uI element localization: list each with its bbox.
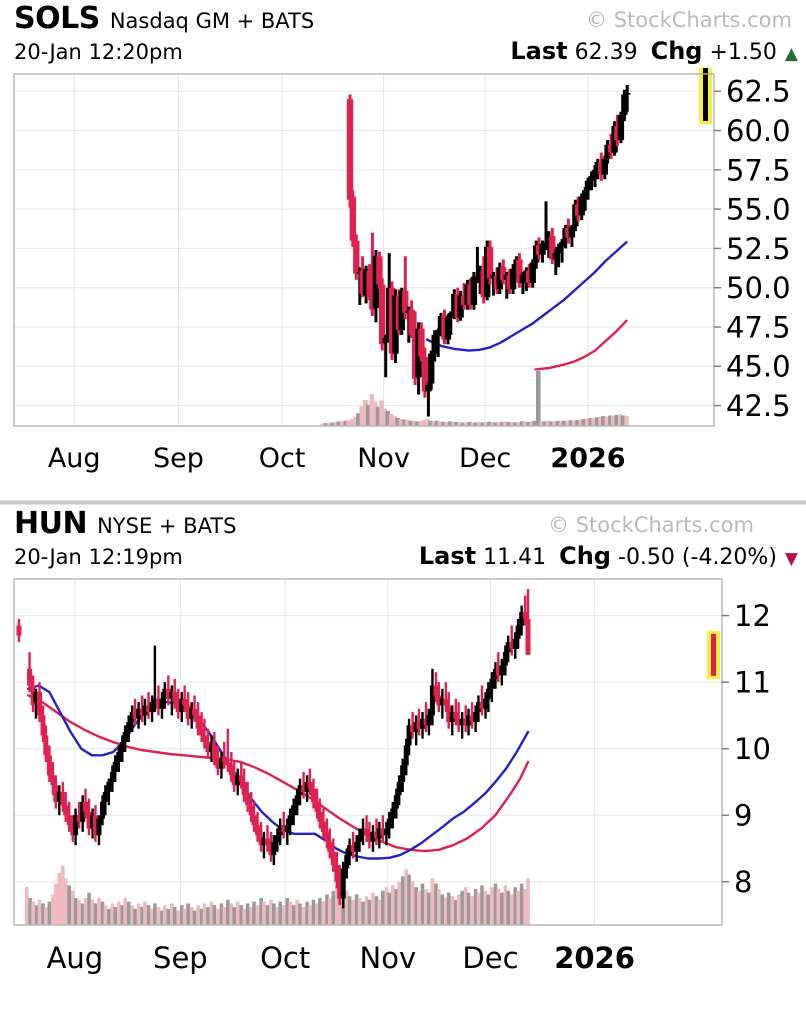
x-axis-tick-label: Aug: [47, 941, 104, 975]
candlestick-svg-sols[interactable]: 62.5 60.0 57.5 55.0 52.5 50.0 47.5 45.0 42.5 Aug S…: [0, 68, 806, 483]
symbol-ticker[interactable]: SOLS: [14, 1, 100, 36]
stockcharts-watermark: © StockCharts.com: [548, 513, 754, 537]
x-axis-tick-label: Nov: [357, 443, 410, 474]
chart-header-hun: HUN NYSE + BATS © StockCharts.com 20-Jan…: [0, 505, 806, 573]
stockcharts-watermark: © StockCharts.com: [586, 8, 792, 32]
y-axis-tick-label: 42.5: [726, 389, 791, 423]
y-axis-tick-label: 50.0: [726, 271, 791, 305]
last-price-value: 11.41: [483, 545, 547, 570]
exchange-label: NYSE + BATS: [97, 514, 237, 538]
y-axis-tick-label: 62.5: [726, 75, 791, 109]
x-axis-tick-label: Sep: [153, 443, 204, 474]
y-axis-tick-label: 11: [734, 666, 771, 700]
chart-canvas-sols[interactable]: 62.5 60.0 57.5 55.0 52.5 50.0 47.5 45.0 42.5 Aug S…: [0, 68, 806, 483]
x-axis-tick-label: Nov: [360, 941, 417, 975]
x-axis-tick-label: Sep: [153, 941, 208, 975]
stock-chart-panel-hun: HUN NYSE + BATS © StockCharts.com 20-Jan…: [0, 505, 806, 1020]
chart-canvas-hun[interactable]: 12 11 10 9 8 Aug Sep Oct Nov Dec 2026: [0, 573, 806, 1013]
header-row-quote: 20-Jan 12:20pm Last 62.39 Chg +1.50 ▲: [14, 38, 798, 68]
quote-datetime: 20-Jan 12:20pm: [14, 40, 183, 64]
change-value: +1.50: [709, 40, 777, 65]
change-label: Chg: [559, 542, 611, 570]
y-axis-tick-label: 12: [734, 599, 771, 633]
last-label: Last: [510, 37, 568, 65]
exchange-label: Nasdaq GM + BATS: [109, 9, 315, 33]
candlestick-svg-hun[interactable]: 12 11 10 9 8 Aug Sep Oct Nov Dec 2026: [0, 573, 806, 1013]
symbol-ticker[interactable]: HUN: [14, 506, 88, 541]
y-axis-tick-label: 9: [734, 799, 752, 833]
last-price-value: 62.39: [574, 40, 638, 65]
triangle-up-icon: ▲: [784, 44, 798, 64]
y-axis-tick-label: 55.0: [726, 193, 791, 227]
y-axis-tick-label: 8: [734, 865, 752, 899]
stock-chart-panel-sols: SOLS Nasdaq GM + BATS © StockCharts.com …: [0, 0, 806, 500]
x-axis-tick-label: Aug: [48, 443, 101, 474]
y-axis-tick-label: 10: [734, 732, 771, 766]
x-axis-tick-label: Dec: [462, 941, 518, 975]
triangle-down-icon: ▼: [784, 549, 798, 569]
header-row-symbol: SOLS Nasdaq GM + BATS © StockCharts.com: [14, 4, 798, 38]
y-axis-tick-label: 57.5: [726, 153, 791, 187]
chart-header-sols: SOLS Nasdaq GM + BATS © StockCharts.com …: [0, 0, 806, 68]
header-row-quote: 20-Jan 12:19pm Last 11.41 Chg -0.50 (-4.…: [14, 543, 798, 573]
last-label: Last: [418, 542, 477, 570]
change-value: -0.50 (-4.20%): [618, 545, 777, 570]
x-axis-tick-label: Dec: [459, 443, 511, 474]
y-axis-tick-label: 47.5: [726, 310, 791, 344]
quote-datetime: 20-Jan 12:19pm: [14, 545, 183, 569]
change-label: Chg: [650, 37, 703, 65]
x-axis-tick-label: 2026: [554, 941, 635, 975]
x-axis-tick-label: Oct: [260, 941, 310, 975]
x-axis-tick-label: 2026: [550, 443, 625, 474]
y-axis-tick-label: 52.5: [726, 232, 791, 266]
x-axis-tick-label: Oct: [259, 443, 306, 474]
panel-divider: [0, 500, 806, 505]
header-row-symbol: HUN NYSE + BATS © StockCharts.com: [14, 509, 798, 543]
y-axis-tick-label: 45.0: [726, 350, 791, 384]
y-axis-tick-label: 60.0: [726, 114, 791, 148]
